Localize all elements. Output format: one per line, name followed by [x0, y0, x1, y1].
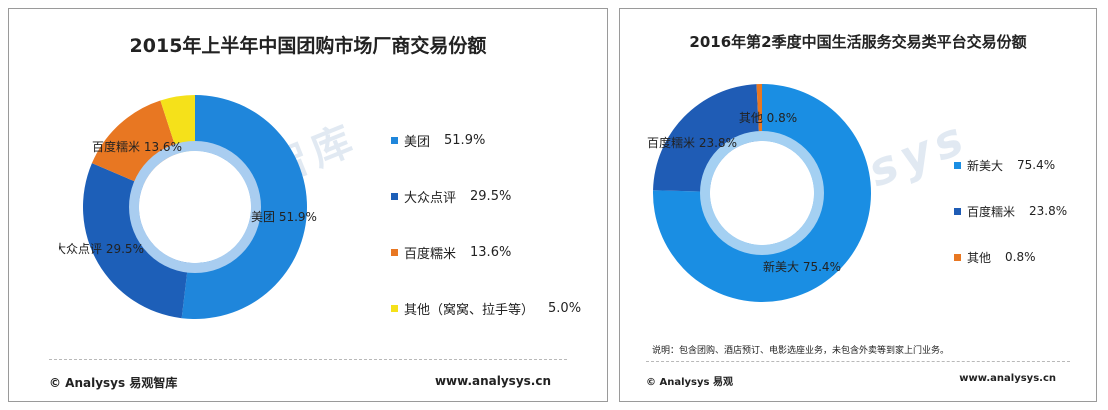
legend-item: 美团 51.9% [391, 112, 581, 168]
legend-label: 美团 [404, 134, 431, 150]
legend-value: 0.8% [1005, 250, 1036, 264]
legend: 美团 51.9% 大众点评 29.5% 百度糯米 13.6% 其他（窝窝、拉手等） 5.0% [391, 112, 581, 336]
legend-swatch [954, 161, 961, 169]
legend-item: 大众点评 29.5% [391, 168, 581, 224]
donut-hole [710, 141, 814, 245]
legend-item: 百度糯米 13.6% [391, 224, 581, 280]
footnote: 说明：包含团购、酒店预订、电影选座业务，未包含外卖等到家上门业务。 [652, 346, 950, 356]
legend-item: 其他（窝窝、拉手等） 5.0% [391, 280, 581, 336]
legend-value: 29.5% [470, 188, 512, 204]
divider [646, 361, 1070, 362]
slice-label: 新美大 75.4% [763, 259, 841, 274]
slice-label: 大众点评 29.5% [59, 242, 144, 256]
legend-item: 其他 0.8% [954, 234, 1067, 280]
legend-swatch [391, 304, 398, 312]
website-text: www.analysys.cn [434, 374, 551, 388]
slice-label: 其他 0.8% [739, 111, 797, 125]
legend-value: 75.4% [1017, 158, 1056, 172]
donut-slice [653, 84, 760, 192]
legend-swatch [391, 248, 398, 256]
donut-slice [756, 84, 762, 142]
legend-label: 百度糯米 [404, 246, 457, 262]
slice-label: 美团 51.9% [251, 210, 317, 224]
chart-panel-right: 2016年第2季度中国生活服务交易类平台交易份额 Analysys 新美大 75… [619, 8, 1097, 402]
copyright-text: © Analysys 易观 [646, 377, 733, 388]
legend: 新美大 75.4% 百度糯米 23.8% 其他 0.8% [954, 142, 1067, 280]
legend-label: 新美大 [967, 158, 1004, 173]
website-text: www.analysys.cn [959, 373, 1056, 384]
legend-item: 新美大 75.4% [954, 142, 1067, 188]
donut-slice [653, 84, 871, 302]
legend-label: 其他（窝窝、拉手等） [404, 302, 535, 318]
legend-swatch [391, 192, 398, 200]
legend-swatch [391, 136, 398, 144]
chart-panel-left: 2015年上半年中国团购市场厂商交易份额 易观智库 美团 51.9%大众点评 2… [8, 8, 608, 402]
legend-label: 百度糯米 [967, 204, 1016, 219]
donut-inner-ring [129, 141, 261, 273]
legend-value: 5.0% [548, 300, 582, 316]
legend-label: 大众点评 [404, 190, 457, 206]
legend-swatch [954, 253, 961, 261]
donut-chart: 美团 51.9% 大众点评 29.5% 百度糯米 13.6% [59, 95, 317, 319]
copyright-text: © Analysys 易观智库 [49, 376, 178, 390]
chart-title: 2016年第2季度中国生活服务交易类平台交易份额 [689, 33, 1027, 51]
donut-inner-ring [700, 131, 824, 255]
donut-hole [139, 151, 251, 263]
legend-swatch [954, 207, 961, 215]
legend-label: 其他 [967, 250, 992, 265]
legend-item: 百度糯米 23.8% [954, 188, 1067, 234]
legend-value: 23.8% [1029, 204, 1068, 218]
donut-slice [83, 163, 189, 319]
chart-title: 2015年上半年中国团购市场厂商交易份额 [129, 35, 487, 57]
divider [49, 359, 567, 360]
slice-label: 百度糯米 23.8% [647, 135, 737, 150]
donut-chart: 新美大 75.4% 百度糯米 23.8%其他 0.8% [647, 84, 871, 302]
legend-value: 51.9% [444, 132, 486, 148]
slice-label: 百度糯米 13.6% [92, 139, 182, 154]
donut-slice [160, 95, 195, 154]
legend-value: 13.6% [470, 244, 512, 260]
